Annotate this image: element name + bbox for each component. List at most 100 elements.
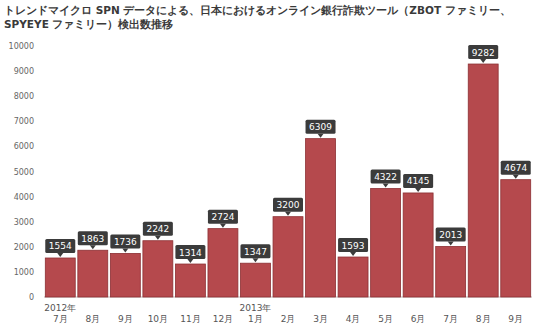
data-label: 2013 [439, 230, 462, 240]
data-label-pointer [480, 59, 486, 63]
data-label: 1554 [49, 241, 72, 251]
data-label: 4674 [504, 163, 527, 173]
data-label-box [306, 120, 336, 134]
x-tick-label: 7月 [443, 314, 458, 324]
x-tick-label-line: 8月 [476, 314, 491, 324]
data-label-box [143, 222, 173, 236]
data-label: 2242 [146, 224, 169, 234]
data-label-box [371, 170, 401, 184]
x-tick-label: 12月 [213, 314, 233, 324]
x-tick-label-line: 4月 [346, 314, 361, 324]
x-tick-label: 9月 [118, 314, 133, 324]
data-label-pointer [252, 258, 258, 262]
chart: 0 1000 2000 3000 4000 5000 6000 7000 8000 9000 100… [0, 0, 544, 330]
y-tick-label: 4000 [14, 193, 34, 202]
x-tick-label-line: 1月 [248, 314, 263, 324]
y-tick-label: 2000 [14, 243, 34, 252]
title: トレンドマイクロ SPN データによる、日本におけるオンライン銀行詐欺ツール（Z… [4, 3, 540, 31]
bar [436, 246, 466, 297]
bar [175, 264, 205, 297]
data-label-pointer [415, 188, 421, 192]
data-label: 2724 [211, 212, 234, 222]
bar [306, 139, 336, 297]
x-tick-label: 2012年7月 [44, 303, 76, 324]
x-tick-label-line: 2013年 [240, 303, 272, 313]
bar [78, 250, 108, 297]
bar [468, 64, 498, 297]
x-tick-label-line: 9月 [508, 314, 523, 324]
data-label-box [468, 45, 498, 59]
data-label-pointer [513, 175, 519, 179]
x-tick-label-line: 6月 [411, 314, 426, 324]
x-tick-label: 8月 [85, 314, 100, 324]
x-tick-label-line: 11月 [180, 314, 200, 324]
x-tick-label-line: 8月 [85, 314, 100, 324]
data-label-box [240, 244, 270, 258]
x-tick-label-line: 2012年 [44, 303, 76, 313]
data-label: 6309 [309, 122, 332, 132]
x-tick-label-line: 10月 [148, 314, 168, 324]
x-tick-label: 6月 [411, 314, 426, 324]
data-label-box [208, 210, 238, 224]
data-label: 1314 [179, 248, 202, 258]
bar [241, 263, 271, 297]
data-label-pointer [285, 212, 291, 216]
data-label-pointer [220, 224, 226, 228]
data-label: 4145 [407, 176, 430, 186]
data-label-pointer [187, 259, 193, 263]
x-tick-label-line: 2月 [281, 314, 296, 324]
data-label-box [403, 174, 433, 188]
data-label-box [273, 198, 303, 212]
data-label-box [338, 238, 368, 252]
x-tick-label: 3月 [313, 314, 328, 324]
bar [338, 257, 368, 297]
data-label-box [110, 234, 140, 248]
data-label: 4322 [374, 172, 397, 182]
data-label-pointer [90, 245, 96, 249]
y-tick-label: 1000 [14, 268, 34, 277]
y-tick-label: 6000 [14, 142, 34, 151]
data-label: 3200 [277, 200, 300, 210]
x-tick-label: 5月 [378, 314, 393, 324]
x-tick-label: 2月 [281, 314, 296, 324]
bar [143, 241, 173, 297]
x-tick-label-line: 12月 [213, 314, 233, 324]
x-tick-label: 9月 [508, 314, 523, 324]
data-label-box [78, 231, 108, 245]
data-label: 1347 [244, 247, 267, 257]
data-label-pointer [155, 236, 161, 240]
x-tick-label: 4月 [346, 314, 361, 324]
x-tick-label: 2013年1月 [240, 303, 272, 324]
data-label-pointer [318, 134, 324, 138]
data-label-pointer [448, 241, 454, 245]
data-labels: 1554 1863 1736 2242 1314 2724 1347 3200 6309 1593… [45, 45, 530, 263]
bar [403, 193, 433, 297]
data-label-box [501, 161, 531, 175]
x-tick-label-line: 9月 [118, 314, 133, 324]
y-tick-label: 5000 [14, 168, 34, 177]
data-label: 1863 [81, 234, 104, 244]
data-label-pointer [122, 248, 128, 252]
x-tick-label: 11月 [180, 314, 200, 324]
y-tick-label: 8000 [14, 92, 34, 101]
x-tick-label-line: 3月 [313, 314, 328, 324]
data-label-box [45, 239, 75, 253]
data-label-box [175, 245, 205, 259]
bar [208, 229, 238, 297]
data-label: 9282 [472, 48, 495, 58]
x-tick-label: 10月 [148, 314, 168, 324]
data-label: 1736 [114, 237, 137, 247]
x-tick-label: 8月 [476, 314, 491, 324]
data-label: 1593 [342, 241, 365, 251]
data-label-pointer [57, 253, 63, 257]
bar [273, 217, 303, 297]
bar [501, 180, 531, 297]
y-tick-label: 10000 [9, 42, 34, 51]
y-tick-label: 0 [29, 293, 34, 302]
y-tick-label: 9000 [14, 67, 34, 76]
bar [110, 253, 140, 297]
x-tick-label-line: 5月 [378, 314, 393, 324]
y-tick-label: 3000 [14, 218, 34, 227]
y-tick-label: 7000 [14, 117, 34, 126]
bar [371, 189, 401, 297]
